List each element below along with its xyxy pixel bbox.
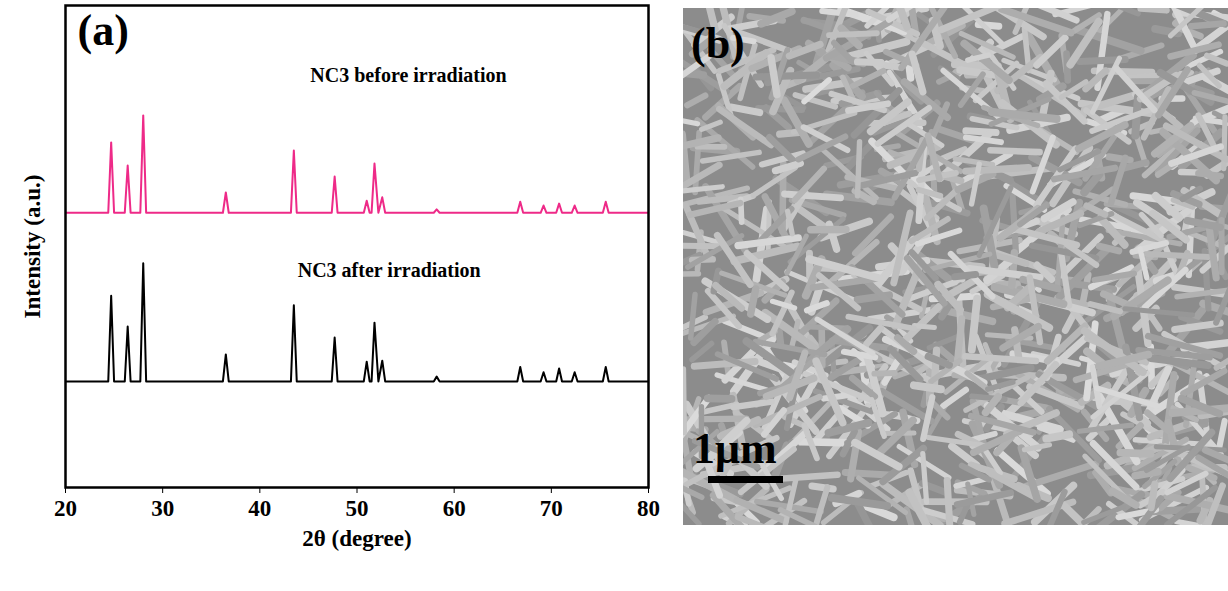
svg-text:Intensity (a.u.): Intensity (a.u.) [20,175,45,319]
svg-text:60: 60 [443,496,466,521]
svg-text:(b): (b) [691,19,745,68]
svg-text:40: 40 [248,496,271,521]
svg-text:50: 50 [346,496,369,521]
svg-text:NC3 before irradiation: NC3 before irradiation [310,64,506,86]
svg-text:2θ (degree): 2θ (degree) [302,526,411,551]
svg-text:(a): (a) [78,6,129,55]
svg-text:NC3 after irradiation: NC3 after irradiation [298,259,481,281]
svg-text:1μm: 1μm [693,424,777,473]
svg-text:70: 70 [540,496,563,521]
svg-text:30: 30 [151,496,174,521]
svg-text:20: 20 [54,496,77,521]
svg-text:80: 80 [637,496,660,521]
